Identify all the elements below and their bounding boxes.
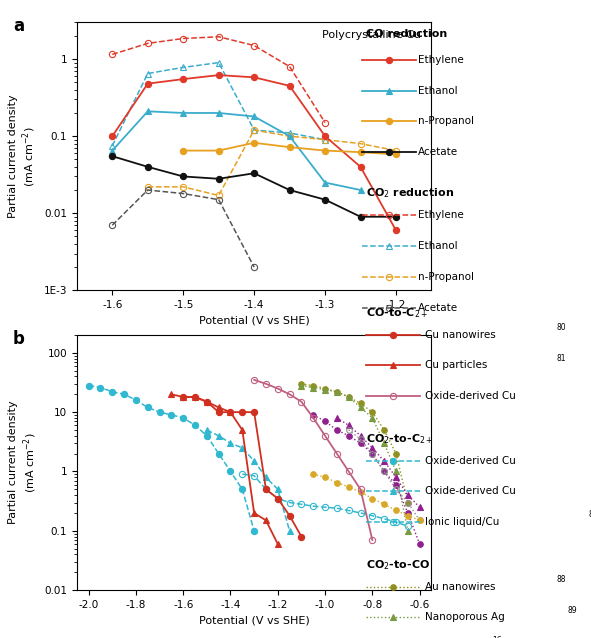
- Text: a: a: [13, 17, 24, 35]
- Text: Oxide-derived Cu: Oxide-derived Cu: [425, 390, 516, 401]
- Y-axis label: Partial current density
(mA cm$^{-2}$): Partial current density (mA cm$^{-2}$): [8, 94, 38, 218]
- Text: Oxide-derived Cu: Oxide-derived Cu: [425, 456, 516, 466]
- Text: CO-to-C$_{2+}$: CO-to-C$_{2+}$: [366, 306, 428, 320]
- Text: Au nanowires: Au nanowires: [425, 582, 495, 592]
- Text: Ethylene: Ethylene: [418, 55, 464, 65]
- Text: Polycrystalline Cu: Polycrystalline Cu: [322, 31, 421, 40]
- Text: 80: 80: [556, 323, 566, 332]
- Text: 81: 81: [556, 353, 566, 363]
- Text: Ethylene: Ethylene: [418, 211, 464, 220]
- Text: 84: 84: [589, 510, 591, 519]
- X-axis label: Potential (V vs SHE): Potential (V vs SHE): [199, 316, 310, 325]
- Text: Oxide-derived Cu: Oxide-derived Cu: [425, 486, 516, 496]
- Y-axis label: Partial current density
(mA cm$^{-2}$): Partial current density (mA cm$^{-2}$): [8, 401, 38, 524]
- Text: Acetate: Acetate: [418, 302, 458, 313]
- Text: Ethanol: Ethanol: [418, 85, 457, 96]
- Text: n-Propanol: n-Propanol: [418, 117, 474, 126]
- X-axis label: Potential (V vs SHE): Potential (V vs SHE): [199, 616, 310, 625]
- Text: Cu particles: Cu particles: [425, 360, 487, 370]
- Text: Ethanol: Ethanol: [418, 241, 457, 251]
- Text: Acetate: Acetate: [418, 147, 458, 158]
- Text: 16: 16: [492, 636, 501, 638]
- Text: b: b: [13, 330, 25, 348]
- Text: 89: 89: [567, 605, 577, 615]
- Text: CO$_2$ reduction: CO$_2$ reduction: [366, 186, 454, 200]
- Text: CO$_2$-to-C$_{2+}$: CO$_2$-to-C$_{2+}$: [366, 433, 434, 446]
- Text: Nanoporous Ag: Nanoporous Ag: [425, 612, 505, 622]
- Text: Ionic liquid/Cu: Ionic liquid/Cu: [425, 517, 499, 526]
- Text: Cu nanowires: Cu nanowires: [425, 330, 496, 340]
- Text: 88: 88: [556, 575, 566, 584]
- Text: CO reduction: CO reduction: [366, 29, 447, 39]
- Text: n-Propanol: n-Propanol: [418, 272, 474, 282]
- Text: CO$_2$-to-CO: CO$_2$-to-CO: [366, 558, 431, 572]
